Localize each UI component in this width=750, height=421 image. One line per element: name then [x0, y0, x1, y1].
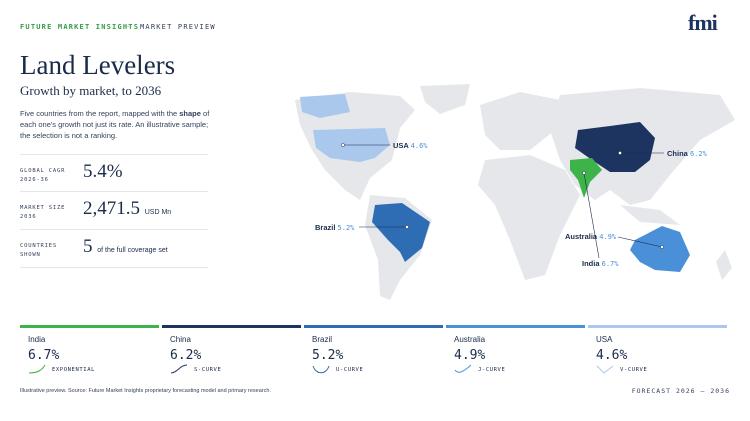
- description-text: Five countries from the report, mapped w…: [20, 109, 180, 118]
- card-curve: U-CURVE: [336, 367, 364, 373]
- map-country: Brazil: [315, 223, 335, 232]
- map-country: China: [667, 149, 689, 158]
- brazil-shape: [372, 203, 430, 262]
- map-country: India: [582, 259, 600, 268]
- card: USA 4.6% V-CURVE: [588, 325, 727, 380]
- card-curve: V-CURVE: [620, 367, 648, 373]
- map-label: USA 4.6%: [393, 141, 428, 150]
- card: China 6.2% S-CURVE: [162, 325, 301, 380]
- map-label: India 6.7%: [582, 259, 619, 268]
- card-country: Brazil: [312, 335, 333, 344]
- map-country: USA: [393, 141, 409, 150]
- footer-range: FORECAST 2026 – 2036: [631, 387, 730, 395]
- curve-icon: [454, 364, 472, 373]
- stat-unit: of the full coverage set: [97, 247, 168, 254]
- card-curve: S-CURVE: [194, 367, 222, 373]
- map-value: 5.2%: [338, 224, 356, 232]
- stat-unit: USD Mn: [144, 209, 172, 216]
- description: Five countries from the report, mapped w…: [20, 108, 210, 141]
- brand: FUTURE MARKET INSIGHTS: [20, 23, 140, 31]
- stat-number: 5: [83, 236, 93, 257]
- card-country: Australia: [454, 335, 486, 344]
- card-country: USA: [596, 335, 613, 344]
- card-value: 5.2%: [312, 348, 344, 363]
- card: Brazil 5.2% U-CURVE: [304, 325, 443, 380]
- map-label: China 6.2%: [667, 149, 708, 158]
- stat-label: MARKET SIZE 2036: [20, 205, 66, 220]
- stat-value: 5 of the full coverage set: [83, 236, 168, 258]
- india-shape: [570, 158, 602, 198]
- map-value: 4.9%: [599, 233, 617, 241]
- footer-note: Illustrative preview. Source: Future Mar…: [20, 388, 271, 394]
- card: Australia 4.9% J-CURVE: [446, 325, 585, 380]
- description-text: of each one's growth not just its rate. …: [20, 109, 210, 140]
- subtitle: Growth by market, to 2036: [20, 83, 162, 98]
- map-value: 4.6%: [411, 142, 429, 150]
- leader-lines: [343, 144, 664, 259]
- section: MARKET PREVIEW: [140, 23, 216, 31]
- stat: MARKET SIZE 2036 2,471.5 USD Mn: [20, 191, 208, 229]
- card-country: China: [170, 335, 191, 344]
- curve-icon: [170, 364, 188, 374]
- world-map: USA 4.6% China 6.2% Brazil 5.2% Australi…: [295, 84, 735, 300]
- card-value: 4.6%: [596, 348, 628, 363]
- australia-shape: [630, 226, 690, 272]
- card-curve: J-CURVE: [478, 367, 506, 373]
- card: India 6.7% EXPONENTIAL: [20, 325, 159, 380]
- stat: COUNTRIES SHOWN 5 of the full coverage s…: [20, 229, 208, 268]
- stat-value: 5.4%: [83, 161, 123, 182]
- description-emphasis: shape: [179, 109, 201, 118]
- card-value: 6.7%: [28, 348, 60, 363]
- map-value: 6.2%: [690, 150, 708, 158]
- china-shape: [575, 122, 655, 172]
- card-value: 6.2%: [170, 348, 202, 363]
- curve-icon: [28, 364, 46, 374]
- map-value: 6.7%: [602, 260, 620, 268]
- map-country: Australia: [565, 232, 598, 241]
- map-label: Brazil 5.2%: [315, 223, 355, 232]
- stat-value: 2,471.5 USD Mn: [83, 198, 171, 220]
- curve-icon: [596, 365, 614, 374]
- card-country: India: [28, 335, 46, 344]
- stat: GLOBAL CAGR 2026-36 5.4%: [20, 154, 208, 192]
- stat-label: COUNTRIES SHOWN: [20, 243, 58, 258]
- map-label: Australia 4.9%: [565, 232, 617, 241]
- title: Land Levelers: [20, 50, 176, 80]
- alaska: [300, 94, 350, 118]
- separator: ·: [126, 23, 132, 31]
- stat-number: 2,471.5: [83, 198, 140, 219]
- curve-icon: [312, 365, 330, 374]
- card-value: 4.9%: [454, 348, 486, 363]
- dots: [341, 143, 664, 249]
- card-curve: EXPONENTIAL: [52, 367, 96, 373]
- logo: fmi: [688, 10, 718, 35]
- stat-label: GLOBAL CAGR 2026-36: [20, 168, 66, 183]
